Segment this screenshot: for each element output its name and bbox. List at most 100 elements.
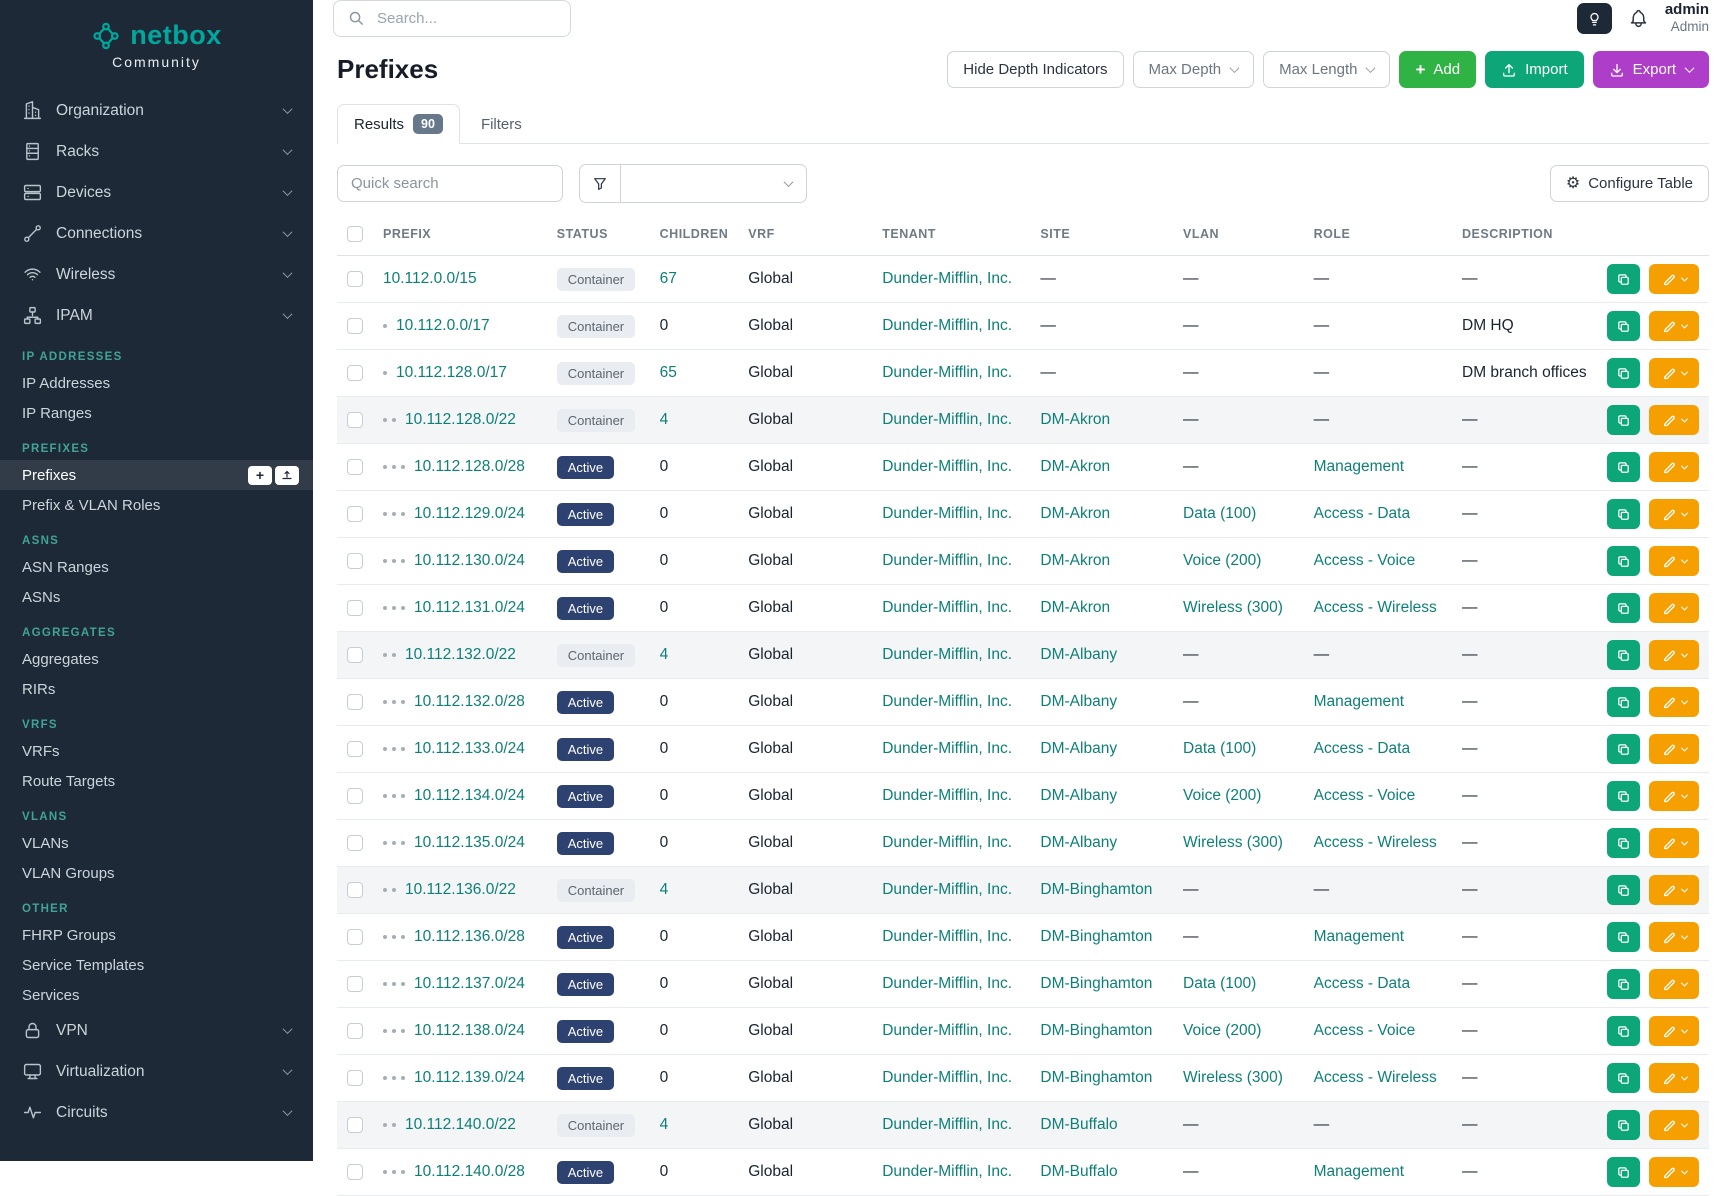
- site-cell[interactable]: DM-Albany: [1030, 631, 1174, 679]
- site-cell[interactable]: DM-Albany: [1030, 819, 1174, 867]
- edit-button[interactable]: [1649, 1016, 1699, 1046]
- edit-button[interactable]: [1649, 546, 1699, 576]
- edit-button[interactable]: [1649, 828, 1699, 858]
- column-header-status[interactable]: STATUS: [546, 213, 650, 256]
- edit-button[interactable]: [1649, 687, 1699, 717]
- site-cell[interactable]: DM-Albany: [1030, 725, 1174, 773]
- clone-button[interactable]: [1606, 264, 1640, 294]
- sidebar-item-vrfs[interactable]: VRFs: [0, 736, 313, 766]
- edit-button[interactable]: [1649, 358, 1699, 388]
- prefix-link[interactable]: 10.112.128.0/28: [414, 458, 525, 475]
- site-cell[interactable]: DM-Buffalo: [1030, 1148, 1174, 1196]
- prefix-link[interactable]: 10.112.140.0/22: [405, 1116, 516, 1133]
- vlan-cell[interactable]: Voice (200): [1173, 537, 1304, 585]
- vlan-cell[interactable]: Data (100): [1173, 490, 1304, 538]
- sidebar-item-route-targets[interactable]: Route Targets: [0, 766, 313, 796]
- clone-button[interactable]: [1606, 499, 1640, 529]
- children-count[interactable]: 0: [649, 537, 739, 585]
- vlan-cell[interactable]: Voice (200): [1173, 1007, 1304, 1055]
- sidebar-item-ip-ranges[interactable]: IP Ranges: [0, 398, 313, 428]
- edit-button[interactable]: [1649, 734, 1699, 764]
- sidebar-item-racks[interactable]: Racks: [0, 131, 313, 172]
- row-checkbox[interactable]: [347, 552, 363, 569]
- sidebar-item-asn-ranges[interactable]: ASN Ranges: [0, 552, 313, 582]
- vlan-cell[interactable]: —: [1173, 1101, 1304, 1149]
- edit-button[interactable]: [1649, 1110, 1699, 1140]
- role-cell[interactable]: Access - Voice: [1303, 537, 1452, 585]
- edit-button[interactable]: [1649, 1157, 1699, 1187]
- tenant-link[interactable]: Dunder-Mifflin, Inc.: [882, 411, 1013, 428]
- role-cell[interactable]: —: [1303, 302, 1452, 350]
- column-header-role[interactable]: ROLE: [1303, 213, 1452, 256]
- children-count[interactable]: 0: [649, 490, 739, 538]
- role-cell[interactable]: Access - Voice: [1303, 1007, 1452, 1055]
- prefix-link[interactable]: 10.112.132.0/22: [405, 646, 516, 663]
- tenant-link[interactable]: Dunder-Mifflin, Inc.: [882, 646, 1013, 663]
- export-button[interactable]: Export: [1592, 51, 1709, 88]
- site-cell[interactable]: DM-Akron: [1030, 584, 1174, 632]
- role-cell[interactable]: Management: [1303, 678, 1452, 726]
- configure-table-button[interactable]: ⚙ Configure Table: [1549, 165, 1709, 202]
- vlan-cell[interactable]: Data (100): [1173, 960, 1304, 1008]
- tab-results[interactable]: Results 90: [337, 104, 460, 144]
- vlan-cell[interactable]: —: [1173, 866, 1304, 914]
- prefix-link[interactable]: 10.112.128.0/22: [405, 411, 516, 428]
- role-cell[interactable]: Access - Wireless: [1303, 1054, 1452, 1102]
- children-count[interactable]: 0: [649, 960, 739, 1008]
- row-checkbox[interactable]: [347, 411, 363, 428]
- tenant-link[interactable]: Dunder-Mifflin, Inc.: [882, 1116, 1013, 1133]
- children-count[interactable]: 4: [649, 396, 739, 444]
- sidebar-item-vlan-groups[interactable]: VLAN Groups: [0, 858, 313, 888]
- clone-button[interactable]: [1606, 1016, 1640, 1046]
- prefix-link[interactable]: 10.112.0.0/15: [383, 270, 477, 287]
- clone-button[interactable]: [1606, 922, 1640, 952]
- import-button[interactable]: Import: [1485, 51, 1584, 88]
- site-cell[interactable]: DM-Binghamton: [1030, 960, 1174, 1008]
- sidebar-item-rirs[interactable]: RIRs: [0, 674, 313, 704]
- clone-button[interactable]: [1606, 1157, 1640, 1187]
- tenant-link[interactable]: Dunder-Mifflin, Inc.: [882, 834, 1013, 851]
- edit-button[interactable]: [1649, 311, 1699, 341]
- tenant-link[interactable]: Dunder-Mifflin, Inc.: [882, 740, 1013, 757]
- clone-button[interactable]: [1606, 734, 1640, 764]
- children-count[interactable]: 0: [649, 443, 739, 491]
- vlan-cell[interactable]: —: [1173, 255, 1304, 303]
- quick-search-input[interactable]: [337, 165, 563, 202]
- vlan-cell[interactable]: Voice (200): [1173, 772, 1304, 820]
- role-cell[interactable]: Access - Wireless: [1303, 584, 1452, 632]
- row-checkbox[interactable]: [347, 834, 363, 851]
- children-count[interactable]: 0: [649, 1148, 739, 1196]
- role-cell[interactable]: Access - Wireless: [1303, 819, 1452, 867]
- prefix-link[interactable]: 10.112.140.0/28: [414, 1163, 525, 1180]
- column-header-vrf[interactable]: VRF: [738, 213, 873, 256]
- role-cell[interactable]: —: [1303, 1101, 1452, 1149]
- edit-button[interactable]: [1649, 452, 1699, 482]
- sidebar-item-vlans[interactable]: VLANs: [0, 828, 313, 858]
- quick-import-button[interactable]: [275, 465, 299, 485]
- vlan-cell[interactable]: —: [1173, 1148, 1304, 1196]
- role-cell[interactable]: —: [1303, 631, 1452, 679]
- vlan-cell[interactable]: —: [1173, 443, 1304, 491]
- children-count[interactable]: 0: [649, 1007, 739, 1055]
- global-search[interactable]: [333, 0, 571, 37]
- vlan-cell[interactable]: —: [1173, 913, 1304, 961]
- children-count[interactable]: 0: [649, 725, 739, 773]
- vlan-cell[interactable]: Wireless (300): [1173, 1054, 1304, 1102]
- row-checkbox[interactable]: [347, 364, 363, 381]
- edit-button[interactable]: [1649, 875, 1699, 905]
- row-checkbox[interactable]: [347, 1116, 363, 1133]
- clone-button[interactable]: [1606, 969, 1640, 999]
- prefix-link[interactable]: 10.112.130.0/24: [414, 552, 525, 569]
- prefix-link[interactable]: 10.112.139.0/24: [414, 1069, 525, 1086]
- children-count[interactable]: 4: [649, 866, 739, 914]
- row-checkbox[interactable]: [347, 646, 363, 663]
- prefix-link[interactable]: 10.112.129.0/24: [414, 505, 525, 522]
- children-count[interactable]: 4: [649, 631, 739, 679]
- row-checkbox[interactable]: [347, 1022, 363, 1039]
- filter-button[interactable]: [579, 164, 621, 203]
- role-cell[interactable]: Management: [1303, 913, 1452, 961]
- max-length-dropdown[interactable]: Max Length: [1263, 51, 1391, 88]
- clone-button[interactable]: [1606, 593, 1640, 623]
- clone-button[interactable]: [1606, 687, 1640, 717]
- tenant-link[interactable]: Dunder-Mifflin, Inc.: [882, 552, 1013, 569]
